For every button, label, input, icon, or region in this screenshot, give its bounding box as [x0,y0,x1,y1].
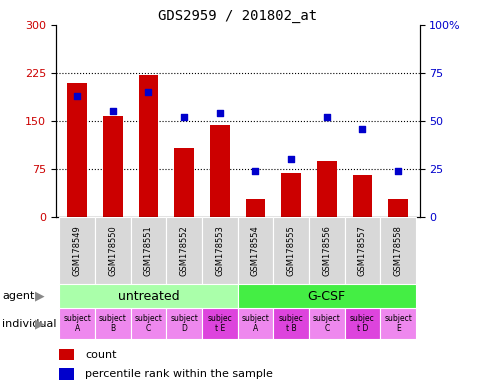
Bar [174,148,194,217]
Text: subject
C: subject C [312,314,340,333]
Text: GSM178555: GSM178555 [286,225,295,276]
Bar [201,308,237,339]
Point [144,89,152,95]
Bar [237,217,273,284]
Bar [95,308,130,339]
Point [109,108,117,114]
Text: subject
A: subject A [63,314,91,333]
Bar [103,116,122,217]
Bar [166,308,201,339]
Point [393,168,401,174]
Point [73,93,81,99]
Text: GSM178558: GSM178558 [393,225,402,276]
Bar [388,199,407,217]
Text: GSM178556: GSM178556 [322,225,331,276]
Point [180,114,188,120]
Bar [166,217,201,284]
Text: GSM178554: GSM178554 [250,225,259,276]
Bar [67,83,87,217]
Text: subject
B: subject B [99,314,126,333]
Bar [344,308,379,339]
Text: ▶: ▶ [35,317,45,330]
Bar [237,308,273,339]
Bar [317,161,336,217]
Bar [59,284,237,308]
Text: GSM178552: GSM178552 [179,225,188,276]
Text: untreated: untreated [118,290,179,303]
Bar [59,308,95,339]
Bar [130,217,166,284]
Text: subject
A: subject A [241,314,269,333]
Bar [352,175,372,217]
Text: GSM178553: GSM178553 [215,225,224,276]
Bar [138,75,158,217]
Bar [95,217,130,284]
Point [215,110,223,116]
Text: subject
D: subject D [170,314,197,333]
Point [322,114,330,120]
Bar [281,174,301,217]
Text: percentile rank within the sample: percentile rank within the sample [85,369,272,379]
Bar [201,217,237,284]
Point [358,126,365,132]
Text: individual: individual [2,319,57,329]
Text: GSM178557: GSM178557 [357,225,366,276]
Bar [245,199,265,217]
Bar [308,217,344,284]
Bar [59,217,95,284]
Text: subject
E: subject E [383,314,411,333]
Text: subjec
t B: subjec t B [278,314,303,333]
Text: subjec
t D: subjec t D [349,314,374,333]
Point [251,168,259,174]
Bar [273,217,308,284]
Text: ▶: ▶ [35,290,45,303]
Bar [308,308,344,339]
Bar [59,349,74,360]
Text: GSM178550: GSM178550 [108,225,117,276]
Bar [210,126,229,217]
Bar [379,217,415,284]
Text: agent: agent [2,291,35,301]
Title: GDS2959 / 201802_at: GDS2959 / 201802_at [158,8,317,23]
Text: subjec
t E: subjec t E [207,314,232,333]
Point [287,156,294,162]
Text: count: count [85,350,116,360]
Text: GSM178549: GSM178549 [73,225,81,276]
Bar [344,217,379,284]
Bar [130,308,166,339]
Text: subject
C: subject C [134,314,162,333]
Bar [237,284,415,308]
Text: G-CSF: G-CSF [307,290,345,303]
Text: GSM178551: GSM178551 [144,225,152,276]
Bar [59,368,74,380]
Bar [273,308,308,339]
Bar [379,308,415,339]
